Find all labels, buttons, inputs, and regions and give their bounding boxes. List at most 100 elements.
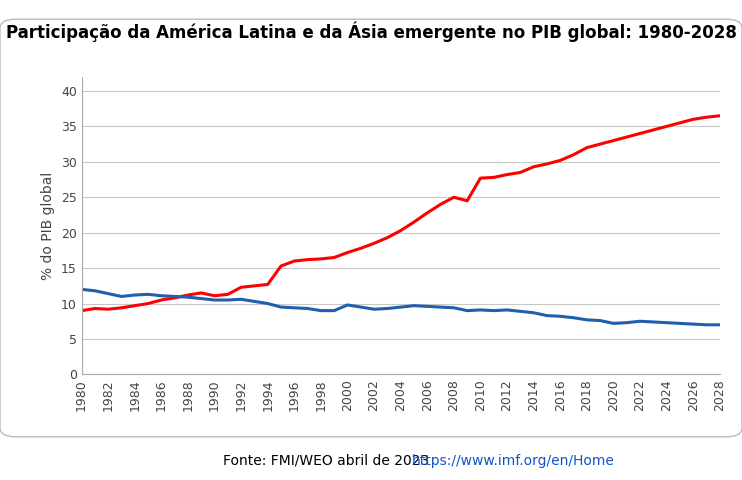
Ásia emergente bbox=[569, 152, 578, 157]
ALC bbox=[502, 307, 511, 313]
ALC bbox=[370, 306, 378, 312]
ALC bbox=[396, 304, 405, 310]
ALC bbox=[582, 317, 591, 323]
Ásia emergente bbox=[423, 210, 432, 216]
Text: https://www.imf.org/en/Home: https://www.imf.org/en/Home bbox=[412, 454, 614, 468]
Ásia emergente bbox=[170, 295, 179, 301]
ALC bbox=[170, 294, 179, 300]
ALC bbox=[569, 315, 578, 321]
Ásia emergente bbox=[463, 198, 472, 204]
ALC bbox=[715, 322, 724, 328]
ALC bbox=[157, 293, 165, 299]
Ásia emergente bbox=[237, 284, 246, 290]
ALC bbox=[463, 308, 472, 313]
ALC bbox=[303, 306, 312, 312]
Ásia emergente bbox=[715, 113, 724, 119]
ALC bbox=[104, 291, 113, 297]
Ásia emergente bbox=[436, 202, 445, 207]
Ásia emergente bbox=[157, 297, 165, 303]
Ásia emergente bbox=[329, 254, 338, 260]
ALC bbox=[77, 287, 86, 292]
Ásia emergente bbox=[675, 120, 684, 126]
Ásia emergente bbox=[117, 305, 126, 311]
Ásia emergente bbox=[635, 131, 644, 136]
ALC bbox=[383, 306, 392, 312]
ALC bbox=[542, 312, 551, 318]
Ásia emergente bbox=[290, 258, 299, 264]
ALC bbox=[436, 304, 445, 310]
ALC bbox=[662, 320, 671, 325]
ALC bbox=[144, 291, 153, 297]
ALC bbox=[277, 304, 286, 310]
ALC bbox=[556, 313, 565, 319]
ALC bbox=[329, 308, 338, 313]
Ásia emergente bbox=[396, 228, 405, 233]
ALC bbox=[343, 302, 352, 308]
Ásia emergente bbox=[516, 169, 525, 175]
ALC bbox=[635, 318, 644, 324]
Ásia emergente bbox=[529, 164, 538, 169]
Ásia emergente bbox=[91, 306, 99, 312]
ALC bbox=[529, 310, 538, 316]
Ásia emergente bbox=[662, 123, 671, 129]
Ásia emergente bbox=[556, 157, 565, 163]
ALC bbox=[237, 297, 246, 302]
ALC bbox=[210, 297, 219, 303]
Line: ALC: ALC bbox=[82, 289, 720, 325]
Ásia emergente bbox=[582, 145, 591, 151]
Ásia emergente bbox=[316, 256, 325, 262]
Y-axis label: % do PIB global: % do PIB global bbox=[42, 171, 56, 280]
Ásia emergente bbox=[702, 114, 711, 120]
Ásia emergente bbox=[183, 292, 192, 298]
ALC bbox=[623, 320, 631, 325]
Ásia emergente bbox=[476, 175, 485, 181]
ALC bbox=[250, 299, 259, 304]
Ásia emergente bbox=[623, 134, 631, 140]
Text: Fonte: FMI/WEO abril de 2023: Fonte: FMI/WEO abril de 2023 bbox=[223, 454, 433, 468]
Ásia emergente bbox=[250, 283, 259, 288]
ALC bbox=[117, 294, 126, 300]
ALC bbox=[356, 304, 365, 310]
Ásia emergente bbox=[131, 303, 139, 309]
ALC bbox=[596, 318, 605, 324]
ALC bbox=[489, 308, 498, 313]
Ásia emergente bbox=[356, 245, 365, 251]
Ásia emergente bbox=[689, 117, 697, 122]
Ásia emergente bbox=[223, 291, 232, 297]
ALC bbox=[263, 300, 272, 306]
Ásia emergente bbox=[649, 127, 657, 133]
Ásia emergente bbox=[370, 240, 378, 246]
ALC bbox=[476, 307, 485, 313]
Ásia emergente bbox=[502, 172, 511, 178]
ALC bbox=[91, 288, 99, 294]
Line: Ásia emergente: Ásia emergente bbox=[82, 116, 720, 311]
ALC bbox=[290, 305, 299, 311]
ALC bbox=[450, 305, 459, 311]
Ásia emergente bbox=[343, 250, 352, 255]
Ásia emergente bbox=[263, 282, 272, 288]
Ásia emergente bbox=[104, 306, 113, 312]
ALC bbox=[197, 296, 206, 301]
Ásia emergente bbox=[489, 175, 498, 180]
Ásia emergente bbox=[277, 263, 286, 269]
Ásia emergente bbox=[77, 308, 86, 313]
Ásia emergente bbox=[197, 290, 206, 296]
Ásia emergente bbox=[596, 141, 605, 147]
Ásia emergente bbox=[542, 161, 551, 167]
ALC bbox=[689, 321, 697, 327]
ALC bbox=[675, 321, 684, 326]
ALC bbox=[410, 303, 418, 309]
ALC bbox=[609, 321, 618, 326]
Ásia emergente bbox=[303, 257, 312, 263]
ALC bbox=[223, 297, 232, 303]
Ásia emergente bbox=[144, 300, 153, 306]
ALC bbox=[649, 319, 657, 325]
ALC bbox=[183, 294, 192, 300]
ALC bbox=[316, 308, 325, 313]
ALC bbox=[702, 322, 711, 328]
Ásia emergente bbox=[383, 235, 392, 240]
Ásia emergente bbox=[410, 219, 418, 225]
Text: Participação da América Latina e da Ásia emergente no PIB global: 1980-2028: Participação da América Latina e da Ásia… bbox=[5, 22, 737, 42]
ALC bbox=[423, 303, 432, 309]
Ásia emergente bbox=[210, 293, 219, 299]
